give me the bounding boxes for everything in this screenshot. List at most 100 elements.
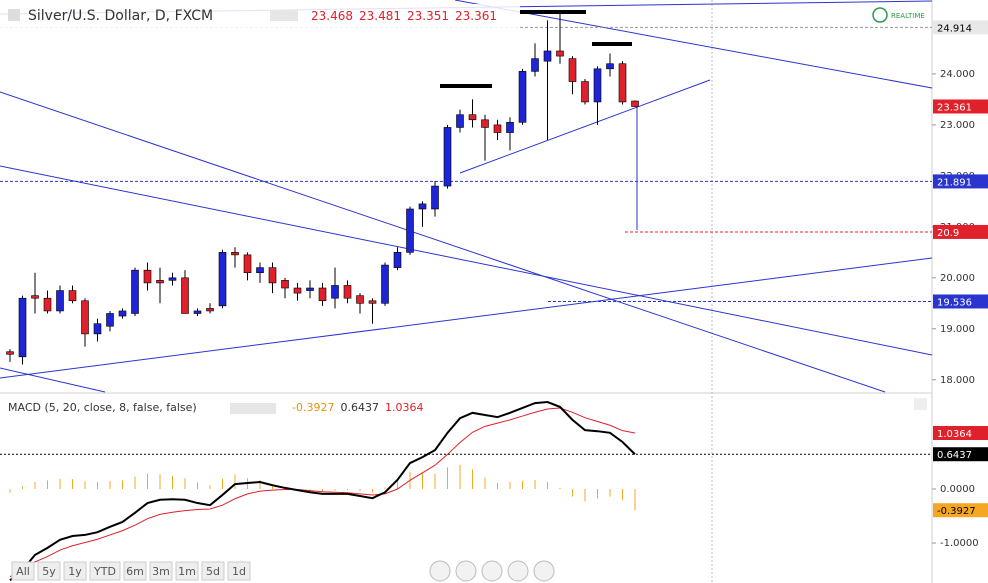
candle-body <box>318 287 327 302</box>
y-tick-label: 0.0000 <box>940 484 975 495</box>
candle-body <box>481 119 489 128</box>
candle-body <box>581 81 589 103</box>
resistance-marks <box>440 10 632 88</box>
range-button-label: 1m <box>178 565 196 578</box>
candle-body <box>406 208 414 253</box>
realtime-label: REALTIME <box>891 12 925 20</box>
range-button[interactable] <box>63 561 87 581</box>
range-button-label: YTD <box>93 565 116 578</box>
candle-body <box>56 290 64 312</box>
range-button[interactable] <box>11 561 35 581</box>
candle-body <box>18 297 27 358</box>
price-badge <box>933 174 988 189</box>
nav-button[interactable] <box>481 560 503 582</box>
candle-body <box>493 124 502 133</box>
candle-body <box>193 310 202 314</box>
candle-body <box>31 295 39 299</box>
ohlc: 23.468 23.481 23.351 23.361 <box>311 9 497 23</box>
price-badge-label: 21.891 <box>937 177 972 188</box>
candle-body <box>343 285 352 299</box>
price-badge <box>933 224 988 239</box>
candle-body <box>468 114 477 121</box>
candle-body <box>181 277 189 314</box>
value: 23.351 <box>407 9 449 23</box>
price-badge-label: 24.914 <box>937 23 972 34</box>
y-tick-label: 24.000 <box>940 69 975 80</box>
price-badge-label: 23.361 <box>937 102 972 113</box>
candle-body <box>306 287 314 291</box>
candle-body <box>506 122 514 133</box>
macd-icons[interactable] <box>230 403 276 414</box>
range-button[interactable] <box>37 561 61 581</box>
candle-body <box>618 63 627 103</box>
price-badge-label: -0.3927 <box>937 506 976 517</box>
collapse-icon[interactable] <box>8 9 20 21</box>
candle-body <box>268 267 277 284</box>
candle-body <box>368 300 377 304</box>
header-bg <box>0 4 520 28</box>
price-badge <box>933 294 988 309</box>
macd-title: MACD (5, 20, close, 8, false, false) <box>8 401 197 414</box>
range-button-label: All <box>16 565 30 578</box>
candle-body <box>456 114 464 128</box>
price-badge <box>933 503 988 518</box>
candle-body <box>106 313 114 327</box>
price-badge <box>933 447 988 462</box>
candle-body <box>118 310 127 317</box>
candle-body <box>593 68 602 103</box>
candle-body <box>293 287 302 294</box>
candle-body <box>6 351 14 355</box>
candle-body <box>168 277 177 281</box>
candle-body <box>68 290 77 302</box>
range-button-label: 3m <box>152 565 170 578</box>
candle-body <box>243 254 252 274</box>
price-badge <box>933 426 988 441</box>
candle-body <box>443 127 452 187</box>
range-button-label: 5y <box>42 565 56 578</box>
value: 23.481 <box>359 9 401 23</box>
value: 23.468 <box>311 9 353 23</box>
price-badge-label: 1.0364 <box>937 429 972 440</box>
candle-body <box>568 58 577 82</box>
range-button[interactable] <box>175 561 199 581</box>
candle-body <box>356 295 364 304</box>
macd-values: -0.3927 0.6437 1.0364 <box>292 401 423 414</box>
price-badge <box>933 99 988 114</box>
candle-body <box>606 63 614 70</box>
header-icons[interactable] <box>270 10 298 21</box>
candle-body <box>543 50 552 62</box>
candle-body <box>93 323 102 335</box>
value: 1.0364 <box>385 401 424 414</box>
candle-body <box>531 58 539 72</box>
nav-button[interactable] <box>507 560 529 582</box>
range-button[interactable] <box>89 561 121 581</box>
maximize-icon[interactable] <box>914 398 927 410</box>
range-button[interactable] <box>123 561 147 581</box>
range-button-label: 5d <box>206 565 220 578</box>
candle-body <box>518 71 527 123</box>
candle-body <box>218 252 227 307</box>
range-button[interactable] <box>149 561 173 581</box>
candle-body <box>331 285 339 299</box>
nav-button[interactable] <box>533 560 555 582</box>
value: 0.6437 <box>340 401 379 414</box>
candle-body <box>81 300 89 335</box>
y-tick-label: 19.000 <box>940 324 975 335</box>
candle-body <box>231 252 239 256</box>
price-badge <box>933 20 988 35</box>
range-button[interactable] <box>201 561 225 581</box>
range-button-label: 1y <box>68 565 82 578</box>
y-tick-label: 23.000 <box>940 120 975 131</box>
series-line <box>9 407 636 577</box>
value: -0.3927 <box>292 401 334 414</box>
candle-body <box>281 280 289 289</box>
candle-body <box>431 185 439 210</box>
nav-button[interactable] <box>429 560 451 582</box>
nav-button[interactable] <box>455 560 477 582</box>
candle-body <box>631 100 639 107</box>
candle-body <box>256 267 264 274</box>
range-button-label: 1d <box>232 565 246 578</box>
price-badge-label: 0.6437 <box>937 450 972 461</box>
range-button[interactable] <box>227 561 251 581</box>
